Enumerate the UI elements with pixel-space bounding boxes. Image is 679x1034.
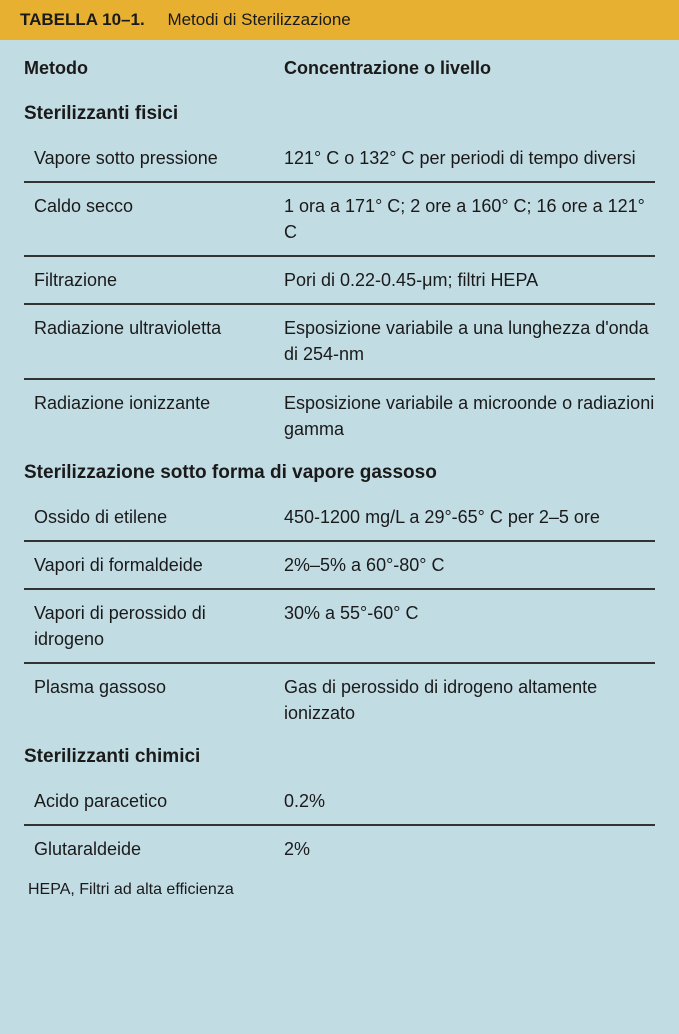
value-cell: Gas di perossido di idrogeno altamente i… (284, 674, 655, 726)
method-cell: Vapori di perossido di idrogeno (34, 600, 284, 652)
value-cell: Esposizione variabile a microonde o radi… (284, 390, 655, 442)
column-header-value: Concentrazione o livello (284, 58, 655, 79)
footnote: HEPA, Filtri ad alta efficienza (24, 873, 655, 903)
section-physical: Sterilizzanti fisici Vapore sotto pressi… (24, 93, 655, 452)
section-gaseous: Sterilizzazione sotto forma di vapore ga… (24, 452, 655, 737)
method-cell: Vapori di formaldeide (34, 552, 284, 578)
value-cell: 450-1200 mg/L a 29°-65° C per 2–5 ore (284, 504, 655, 530)
table-row: Radiazione ultravioletta Esposizione var… (24, 305, 655, 379)
method-cell: Caldo secco (34, 193, 284, 245)
table-header: TABELLA 10–1. Metodi di Sterilizzazione (0, 0, 679, 40)
value-cell: 1 ora a 171° C; 2 ore a 160° C; 16 ore a… (284, 193, 655, 245)
method-cell: Filtrazione (34, 267, 284, 293)
table-row: Radiazione ionizzante Esposizione variab… (24, 380, 655, 452)
column-header-method: Metodo (24, 58, 284, 79)
table-row: Caldo secco 1 ora a 171° C; 2 ore a 160°… (24, 183, 655, 257)
value-cell: Pori di 0.22-0.45-μm; filtri HEPA (284, 267, 655, 293)
value-cell: Esposizione variabile a una lunghezza d'… (284, 315, 655, 367)
section-title: Sterilizzanti fisici (24, 93, 655, 135)
method-cell: Acido paracetico (34, 788, 284, 814)
method-cell: Vapore sotto pressione (34, 145, 284, 171)
method-cell: Glutaraldeide (34, 836, 284, 862)
table-row: Acido paracetico 0.2% (24, 778, 655, 826)
method-cell: Radiazione ionizzante (34, 390, 284, 442)
value-cell: 121° C o 132° C per periodi di tempo div… (284, 145, 655, 171)
method-cell: Ossido di etilene (34, 504, 284, 530)
value-cell: 0.2% (284, 788, 655, 814)
table-row: Vapori di formaldeide 2%–5% a 60°-80° C (24, 542, 655, 590)
table-content: Metodo Concentrazione o livello Steriliz… (0, 40, 679, 911)
column-headers: Metodo Concentrazione o livello (24, 58, 655, 79)
table-row: Filtrazione Pori di 0.22-0.45-μm; filtri… (24, 257, 655, 305)
method-cell: Plasma gassoso (34, 674, 284, 726)
table-row: Glutaraldeide 2% (24, 826, 655, 872)
table-row: Vapori di perossido di idrogeno 30% a 55… (24, 590, 655, 664)
table-number: TABELLA 10–1. (20, 10, 145, 29)
table-row: Ossido di etilene 450-1200 mg/L a 29°-65… (24, 494, 655, 542)
table-row: Plasma gassoso Gas di perossido di idrog… (24, 664, 655, 736)
value-cell: 30% a 55°-60° C (284, 600, 655, 652)
value-cell: 2% (284, 836, 655, 862)
section-chemical: Sterilizzanti chimici Acido paracetico 0… (24, 736, 655, 872)
table-row: Vapore sotto pressione 121° C o 132° C p… (24, 135, 655, 183)
method-cell: Radiazione ultravioletta (34, 315, 284, 367)
table-title: Metodi di Sterilizzazione (167, 10, 350, 29)
section-title: Sterilizzazione sotto forma di vapore ga… (24, 452, 655, 494)
section-title: Sterilizzanti chimici (24, 736, 655, 778)
value-cell: 2%–5% a 60°-80° C (284, 552, 655, 578)
